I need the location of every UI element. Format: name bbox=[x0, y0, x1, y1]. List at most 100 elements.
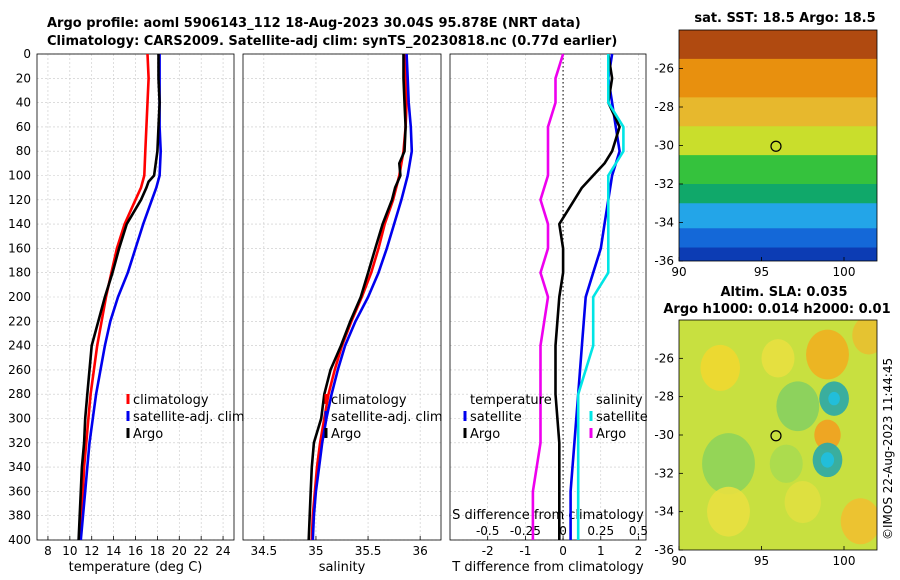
sst-band bbox=[679, 203, 877, 230]
map-y-tick-label: -34 bbox=[654, 505, 674, 519]
map-x-tick-label: 100 bbox=[833, 265, 856, 279]
map-x-tick-label: 95 bbox=[754, 554, 769, 568]
sst-band bbox=[679, 247, 877, 261]
x-tick-label: 16 bbox=[128, 544, 143, 558]
series-line-satellite-adj--clim bbox=[311, 53, 414, 541]
s-tick-label: 0.5 bbox=[629, 524, 648, 538]
legend-label: satellite bbox=[470, 410, 522, 425]
depth-tick-label: 240 bbox=[8, 339, 31, 353]
depth-tick-label: 100 bbox=[8, 169, 31, 183]
depth-tick-label: 0 bbox=[23, 47, 31, 61]
x-tick-label: 35 bbox=[308, 544, 323, 558]
series-line-argo bbox=[77, 54, 161, 541]
depth-tick-label: 220 bbox=[8, 314, 31, 328]
sla-anomaly bbox=[707, 486, 750, 537]
map-plot-2: 90 95 100 -26 -28 -30 -32 -34 -36 bbox=[654, 319, 878, 568]
s-axis-label: S difference from climatology bbox=[452, 508, 644, 523]
imos-stamp: ©IMOS 22-Aug-2023 11:44:45 bbox=[881, 358, 895, 540]
axes-box bbox=[36, 53, 235, 541]
map-y-tick-label: -32 bbox=[654, 177, 674, 191]
x-tick-label: 10 bbox=[62, 544, 77, 558]
x-axis-label: T difference from climatology bbox=[451, 560, 644, 575]
depth-tick-label: 160 bbox=[8, 241, 31, 255]
depth-tick-label: 20 bbox=[16, 71, 31, 85]
x-axis-label: temperature (deg C) bbox=[69, 560, 203, 575]
depth-tick-label: 400 bbox=[8, 533, 31, 547]
s-tick-label: 0.25 bbox=[587, 524, 614, 538]
map-y-tick-label: -28 bbox=[654, 100, 674, 114]
sla-anomaly bbox=[761, 339, 795, 378]
series-line-satellite-adj--clim bbox=[79, 54, 162, 541]
legend-label: Argo bbox=[470, 427, 500, 442]
map-area bbox=[679, 320, 877, 550]
x-tick-label: 2 bbox=[635, 544, 643, 558]
map-y-tick-label: -32 bbox=[654, 466, 674, 480]
legend-label: Argo bbox=[596, 427, 626, 442]
x-tick-label: 1 bbox=[597, 544, 605, 558]
s-tick-label: -0.25 bbox=[510, 524, 541, 538]
sst-band bbox=[679, 97, 877, 128]
sla-anomaly bbox=[700, 344, 741, 391]
depth-tick-label: 360 bbox=[8, 484, 31, 498]
sst-band bbox=[679, 30, 877, 60]
legend-title-salinity: salinity bbox=[596, 393, 643, 408]
series-line-salinity-argo bbox=[531, 53, 565, 540]
sla-anomaly bbox=[776, 381, 820, 432]
argo-position-marker bbox=[770, 430, 782, 442]
legend-title-temperature: temperature bbox=[470, 393, 552, 408]
depth-tick-label: 380 bbox=[8, 509, 31, 523]
x-tick-label: 8 bbox=[44, 544, 52, 558]
axes-box bbox=[449, 53, 647, 541]
map-area bbox=[679, 30, 877, 261]
map-x-tick-label: 90 bbox=[671, 554, 686, 568]
depth-tick-label: 300 bbox=[8, 412, 31, 426]
title-line-1: Argo profile: aoml 5906143_112 18-Aug-20… bbox=[47, 16, 581, 31]
sla-anomaly bbox=[769, 444, 803, 483]
x-tick-label: -1 bbox=[519, 544, 531, 558]
map-y-tick-label: -26 bbox=[654, 351, 674, 365]
sla-anomaly bbox=[828, 391, 840, 406]
x-tick-label: 24 bbox=[215, 544, 230, 558]
sst-band bbox=[679, 155, 877, 185]
depth-tick-label: 140 bbox=[8, 217, 31, 231]
legend-label: Argo bbox=[331, 427, 361, 442]
sla-anomaly bbox=[814, 419, 841, 451]
depth-tick-label: 260 bbox=[8, 363, 31, 377]
x-axis-label: salinity bbox=[319, 560, 366, 575]
sst-band bbox=[679, 228, 877, 249]
map-y-tick-label: -28 bbox=[654, 390, 674, 404]
sla-anomaly bbox=[840, 498, 877, 545]
depth-tick-label: 60 bbox=[16, 120, 31, 134]
depth-tick-label: 180 bbox=[8, 266, 31, 280]
sst-band bbox=[679, 58, 877, 99]
map-y-tick-label: -36 bbox=[654, 543, 674, 557]
x-tick-label: 14 bbox=[106, 544, 121, 558]
x-tick-label: 20 bbox=[172, 544, 187, 558]
x-tick-label: 0 bbox=[559, 544, 567, 558]
depth-tick-label: 280 bbox=[8, 387, 31, 401]
series-line-salinity-satellite bbox=[576, 54, 625, 540]
depth-tick-label: 320 bbox=[8, 436, 31, 450]
legend-label: satellite-adj. clim bbox=[331, 410, 443, 425]
legend-label: Argo bbox=[133, 427, 163, 442]
title-line-2: Climatology: CARS2009. Satellite-adj cli… bbox=[47, 34, 617, 49]
map-y-tick-label: -30 bbox=[654, 428, 674, 442]
legend-label: climatology bbox=[331, 393, 407, 408]
argo-position-marker bbox=[770, 140, 782, 152]
map-y-tick-label: -34 bbox=[654, 216, 674, 230]
depth-tick-label: 340 bbox=[8, 460, 31, 474]
series-line-temperature-argo bbox=[554, 53, 621, 540]
sla-anomaly bbox=[820, 452, 835, 468]
x-tick-label: 36 bbox=[413, 544, 428, 558]
x-tick-label: 22 bbox=[194, 544, 209, 558]
sst-map-title: sat. SST: 18.5 Argo: 18.5 bbox=[694, 11, 875, 26]
map-y-tick-label: -36 bbox=[654, 254, 674, 268]
x-tick-label: 34.5 bbox=[250, 544, 277, 558]
legend-label: satellite-adj. clim bbox=[133, 410, 245, 425]
sla-anomaly bbox=[784, 481, 821, 524]
x-tick-label: 18 bbox=[150, 544, 165, 558]
sla-map-title-2: Argo h1000: 0.014 h2000: 0.01 bbox=[663, 302, 890, 317]
sla-anomaly bbox=[852, 320, 877, 355]
map-x-tick-label: 95 bbox=[754, 265, 769, 279]
